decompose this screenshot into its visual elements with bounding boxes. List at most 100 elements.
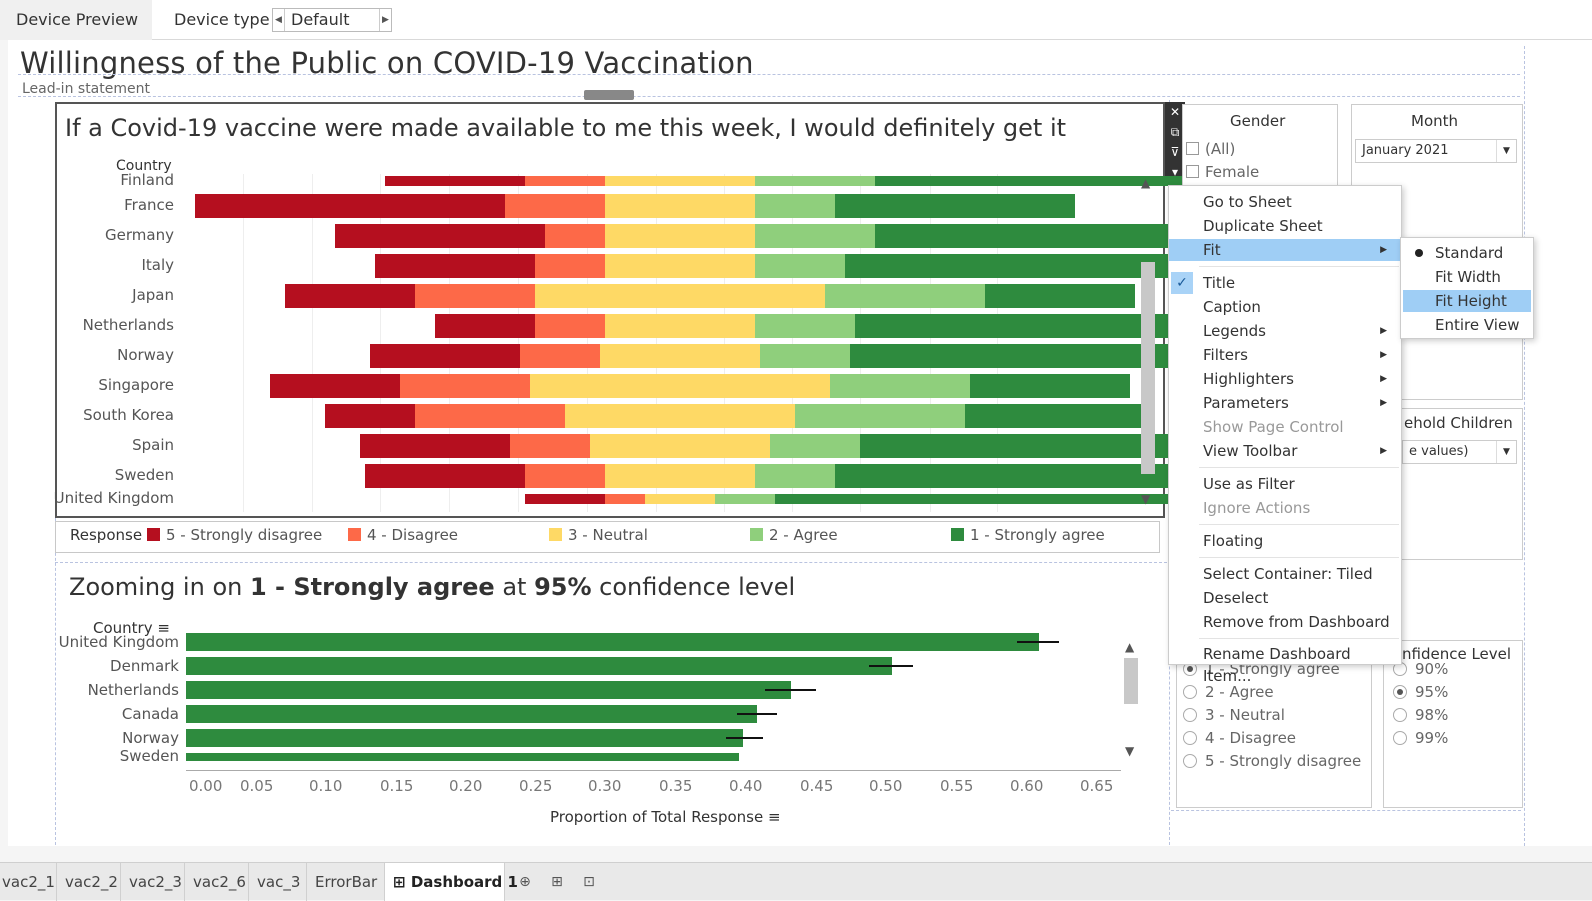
- checkbox[interactable]: [1186, 142, 1199, 155]
- bar-segment[interactable]: [270, 374, 400, 398]
- menu-title[interactable]: ✓ Title: [1169, 272, 1401, 294]
- country-label[interactable]: Sweden: [119, 747, 179, 765]
- device-preview-tab[interactable]: Device Preview: [0, 0, 152, 40]
- sheet-tab[interactable]: vac2_2: [57, 863, 121, 901]
- gender-option-female[interactable]: Female: [1186, 163, 1259, 181]
- country-label[interactable]: Canada: [121, 705, 179, 723]
- bar-segment[interactable]: [385, 176, 525, 186]
- bar[interactable]: [186, 729, 743, 747]
- bar-segment[interactable]: [755, 194, 835, 218]
- bar-segment[interactable]: [435, 314, 535, 338]
- radio-button[interactable]: [1393, 708, 1407, 722]
- menu-caption[interactable]: Caption: [1203, 298, 1261, 316]
- bar-segment[interactable]: [605, 176, 755, 186]
- bar-segment[interactable]: [835, 194, 1075, 218]
- country-label[interactable]: Netherlands: [82, 316, 174, 334]
- bar-segment[interactable]: [755, 224, 875, 248]
- bar-segment[interactable]: [365, 464, 525, 488]
- sheet-tab-active[interactable]: ⊞ Dashboard 1: [385, 863, 518, 901]
- bar-segment[interactable]: [875, 176, 1265, 186]
- new-worksheet-icon[interactable]: ⊕: [519, 874, 531, 890]
- country-label[interactable]: Italy: [141, 256, 174, 274]
- confidence-option[interactable]: 90%: [1393, 660, 1448, 678]
- legend-item-agree[interactable]: 2 - Agree: [750, 526, 838, 544]
- menu-go-to-sheet[interactable]: Go to Sheet: [1203, 193, 1292, 211]
- sheet-tab[interactable]: vac2_3: [121, 863, 185, 901]
- bar-segment[interactable]: [775, 494, 1385, 504]
- radio-button[interactable]: [1183, 685, 1197, 699]
- bar[interactable]: [186, 753, 739, 761]
- confidence-option[interactable]: 99%: [1393, 729, 1448, 747]
- bar-segment[interactable]: [755, 314, 855, 338]
- country-label[interactable]: Norway: [122, 729, 179, 747]
- radio-button[interactable]: [1183, 754, 1197, 768]
- device-type-select[interactable]: ◀ Default ▶: [272, 8, 392, 32]
- bar-segment[interactable]: [535, 284, 825, 308]
- bar-segment[interactable]: [545, 224, 605, 248]
- bar-segment[interactable]: [755, 176, 875, 186]
- bar-segment[interactable]: [830, 374, 970, 398]
- radio-button[interactable]: [1183, 731, 1197, 745]
- bar-segment[interactable]: [965, 404, 1155, 428]
- bar-segment[interactable]: [605, 194, 755, 218]
- more-options-icon[interactable]: ▾: [1171, 165, 1179, 179]
- chart1-row-header[interactable]: Country: [116, 158, 172, 174]
- bar-segment[interactable]: [715, 494, 775, 504]
- menu-legends[interactable]: Legends ▶: [1203, 322, 1387, 340]
- bar-segment[interactable]: [525, 494, 605, 504]
- x-axis-label[interactable]: Proportion of Total Response ≡: [550, 808, 781, 826]
- bar-segment[interactable]: [335, 224, 545, 248]
- bar-segment[interactable]: [535, 254, 605, 278]
- chart1-scrollbar[interactable]: ▲ ▼: [1139, 176, 1157, 510]
- bar-segment[interactable]: [605, 224, 755, 248]
- bar-segment[interactable]: [360, 434, 510, 458]
- bar-segment[interactable]: [535, 314, 605, 338]
- response-option[interactable]: 2 - Agree: [1183, 683, 1274, 701]
- scroll-thumb[interactable]: [1124, 658, 1138, 704]
- bar-segment[interactable]: [375, 254, 535, 278]
- menu-floating[interactable]: Floating: [1203, 532, 1264, 550]
- bar-segment[interactable]: [510, 434, 590, 458]
- country-label[interactable]: United Kingdom: [53, 489, 174, 507]
- fit-entire-view[interactable]: Entire View: [1435, 316, 1520, 334]
- fit-width[interactable]: Fit Width: [1435, 268, 1501, 286]
- country-label[interactable]: Germany: [105, 226, 174, 244]
- bar-segment[interactable]: [605, 314, 755, 338]
- bar-segment[interactable]: [195, 194, 505, 218]
- sheet-tab[interactable]: vac_3: [249, 863, 307, 901]
- scroll-down-icon[interactable]: ▼: [1141, 492, 1151, 506]
- bar-segment[interactable]: [605, 494, 645, 504]
- sort-icon[interactable]: ≡: [157, 619, 170, 637]
- confidence-option[interactable]: 98%: [1393, 706, 1448, 724]
- sheet-tab[interactable]: ErrorBar: [307, 863, 385, 901]
- fit-standard[interactable]: Standard: [1403, 242, 1531, 264]
- bar-segment[interactable]: [860, 434, 1220, 458]
- fit-height[interactable]: Fit Height: [1403, 290, 1531, 312]
- bar-segment[interactable]: [520, 344, 600, 368]
- menu-use-as-filter[interactable]: Use as Filter: [1203, 475, 1295, 493]
- close-icon[interactable]: ✕: [1169, 105, 1181, 119]
- menu-parameters[interactable]: Parameters ▶: [1203, 394, 1387, 412]
- radio-button[interactable]: [1393, 685, 1407, 699]
- bar-segment[interactable]: [755, 464, 835, 488]
- chevron-down-icon[interactable]: ▼: [1496, 441, 1516, 463]
- bar[interactable]: [186, 681, 791, 699]
- sheet-tab[interactable]: vac2_1: [0, 863, 57, 901]
- response-option[interactable]: 3 - Neutral: [1183, 706, 1285, 724]
- new-dashboard-icon[interactable]: ⊞: [551, 874, 563, 890]
- country-label[interactable]: United Kingdom: [58, 633, 179, 651]
- bar-segment[interactable]: [645, 494, 715, 504]
- country-label[interactable]: Netherlands: [87, 681, 179, 699]
- bar-segment[interactable]: [525, 464, 605, 488]
- country-label[interactable]: France: [124, 196, 174, 214]
- country-label[interactable]: Denmark: [110, 657, 179, 675]
- response-option[interactable]: 5 - Strongly disagree: [1183, 752, 1361, 770]
- bar-segment[interactable]: [825, 284, 985, 308]
- chevron-right-icon[interactable]: ▶: [379, 9, 391, 31]
- bar-segment[interactable]: [770, 434, 860, 458]
- bar-segment[interactable]: [755, 254, 845, 278]
- country-label[interactable]: Singapore: [98, 376, 174, 394]
- chevron-left-icon[interactable]: ◀: [273, 9, 285, 31]
- filter-icon[interactable]: ⊽: [1170, 145, 1180, 159]
- bar-segment[interactable]: [505, 194, 605, 218]
